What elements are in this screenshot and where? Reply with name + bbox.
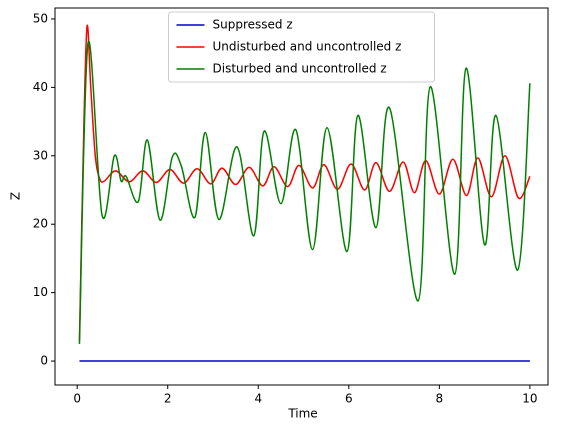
x-tick-label: 8 [436, 392, 444, 406]
y-tick-label: 30 [33, 148, 48, 162]
y-axis-label: Z [9, 192, 23, 200]
legend-label: Undisturbed and uncontrolled z [213, 40, 402, 54]
legend-label: Disturbed and uncontrolled z [213, 62, 387, 76]
y-tick-label: 50 [33, 11, 48, 25]
x-axis-label: Time [287, 407, 317, 421]
x-tick-label: 4 [254, 392, 262, 406]
y-tick-label: 40 [33, 80, 48, 94]
y-tick-label: 20 [33, 217, 48, 231]
axes-frame [54, 7, 549, 386]
x-tick-label: 6 [345, 392, 353, 406]
series-line [78, 40, 531, 344]
x-tick-label: 2 [164, 392, 172, 406]
y-tick-label: 0 [40, 354, 48, 368]
legend-label: Suppressed z [213, 18, 293, 32]
x-tick-label: 0 [73, 392, 81, 406]
y-tick-label: 10 [33, 285, 48, 299]
x-tick-label: 10 [522, 392, 537, 406]
legend-box [168, 11, 435, 83]
